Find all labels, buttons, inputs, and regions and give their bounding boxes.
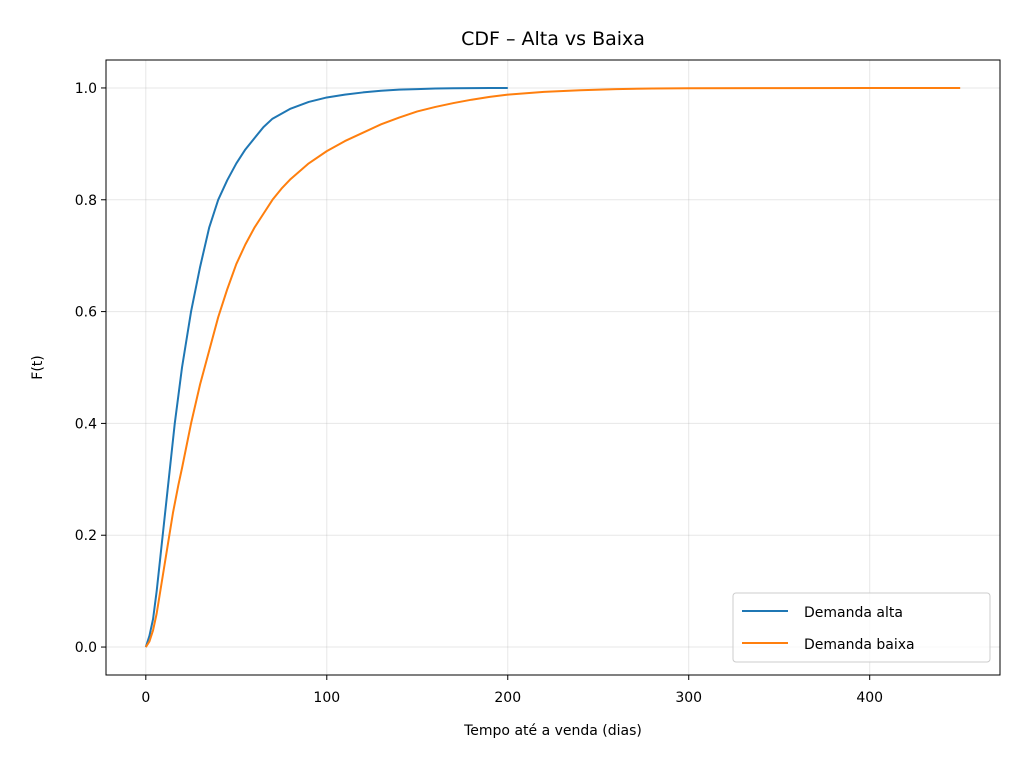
y-tick-label: 0.8 — [75, 193, 97, 209]
y-tick-label: 0.2 — [75, 528, 97, 544]
legend: Demanda alta Demanda baixa — [732, 592, 991, 663]
x-tick-label: 0 — [141, 690, 150, 706]
y-tick-label: 0.6 — [75, 305, 97, 321]
x-tick-label: 100 — [313, 690, 340, 706]
legend-label-demanda-alta: Demanda alta — [804, 605, 903, 621]
series-line-demanda-alta — [144, 86, 508, 648]
x-tick-label: 400 — [856, 690, 883, 706]
series-lines — [144, 86, 961, 648]
y-axis-label: F(t) — [30, 355, 46, 379]
x-tick-label: 200 — [494, 690, 521, 706]
y-tick-label: 0.4 — [75, 416, 97, 432]
series-line-demanda-baixa — [144, 86, 961, 648]
x-axis-label: Tempo até a venda (dias) — [463, 723, 642, 739]
chart-title: CDF – Alta vs Baixa — [461, 28, 645, 50]
plot-frame — [105, 59, 1001, 676]
y-tick-label: 1.0 — [75, 81, 97, 97]
x-tick-label: 300 — [675, 690, 702, 706]
y-tick-label: 0.0 — [75, 640, 97, 656]
legend-box — [732, 592, 991, 663]
legend-label-demanda-baixa: Demanda baixa — [804, 637, 915, 653]
axis-ticks: 0 100 200 300 400 0.0 0.2 0.4 0.6 0.8 1.0 — [75, 81, 883, 706]
